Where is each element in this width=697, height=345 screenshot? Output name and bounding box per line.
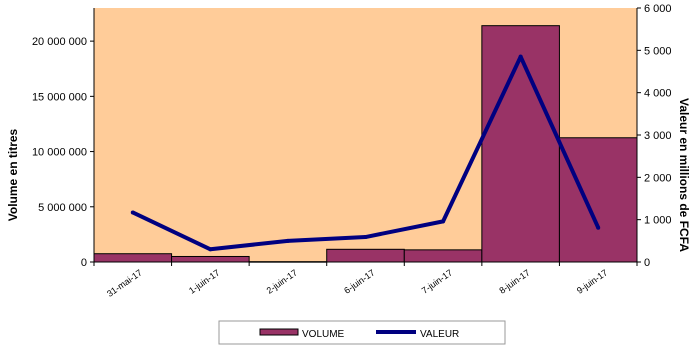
valeur-point <box>518 54 523 59</box>
y-tick-label: 0 <box>81 257 87 269</box>
volume-bar <box>171 255 250 263</box>
x-tick-label: 6-juin-17 <box>342 267 376 295</box>
y-axis-title: Volume en titres <box>6 128 20 221</box>
valeur-point <box>130 210 135 215</box>
legend-volume-label: VOLUME <box>302 329 345 340</box>
y2-tick-label: 6 000 <box>644 3 672 15</box>
y2-axis-title: Valeur en millions de FCFA <box>677 98 691 252</box>
x-tick-label: 1-juin-17 <box>187 267 221 295</box>
legend: VOLUME VALEUR <box>218 320 506 345</box>
volume-bar <box>403 249 483 263</box>
valeur-point <box>285 238 290 243</box>
y-tick-label: 20 000 000 <box>32 36 87 48</box>
y-tick-label: 5 000 000 <box>38 202 87 214</box>
y2-tick-label: 3 000 <box>644 130 672 142</box>
x-tick-label: 31-mai-17 <box>105 267 144 298</box>
legend-volume-swatch <box>259 328 299 336</box>
volume-bars <box>93 25 638 263</box>
y2-tick-label: 5 000 <box>644 45 672 57</box>
valeur-point <box>596 225 601 230</box>
valeur-point <box>441 219 446 224</box>
x-tick-label: 2-juin-17 <box>265 267 299 295</box>
volume-bar <box>558 137 638 263</box>
valeur-point <box>363 235 368 240</box>
y2-tick-label: 0 <box>644 257 650 269</box>
legend-frame <box>218 320 506 345</box>
y2-tick-label: 1 000 <box>644 215 672 227</box>
y-tick-label: 15 000 000 <box>32 91 87 103</box>
x-tick-label: 8-juin-17 <box>497 267 531 295</box>
y-tick-label: 10 000 000 <box>32 147 87 159</box>
volume-bar <box>326 248 405 263</box>
y2-tick-label: 2 000 <box>644 172 672 184</box>
volume-bar <box>93 253 173 263</box>
x-tick-label: 7-juin-17 <box>420 267 454 295</box>
x-tick-label: 9-juin-17 <box>575 267 609 295</box>
legend-valeur-label: VALEUR <box>420 329 459 340</box>
valeur-line <box>130 54 601 252</box>
valeur-point <box>208 247 213 252</box>
y2-tick-label: 4 000 <box>644 88 672 100</box>
